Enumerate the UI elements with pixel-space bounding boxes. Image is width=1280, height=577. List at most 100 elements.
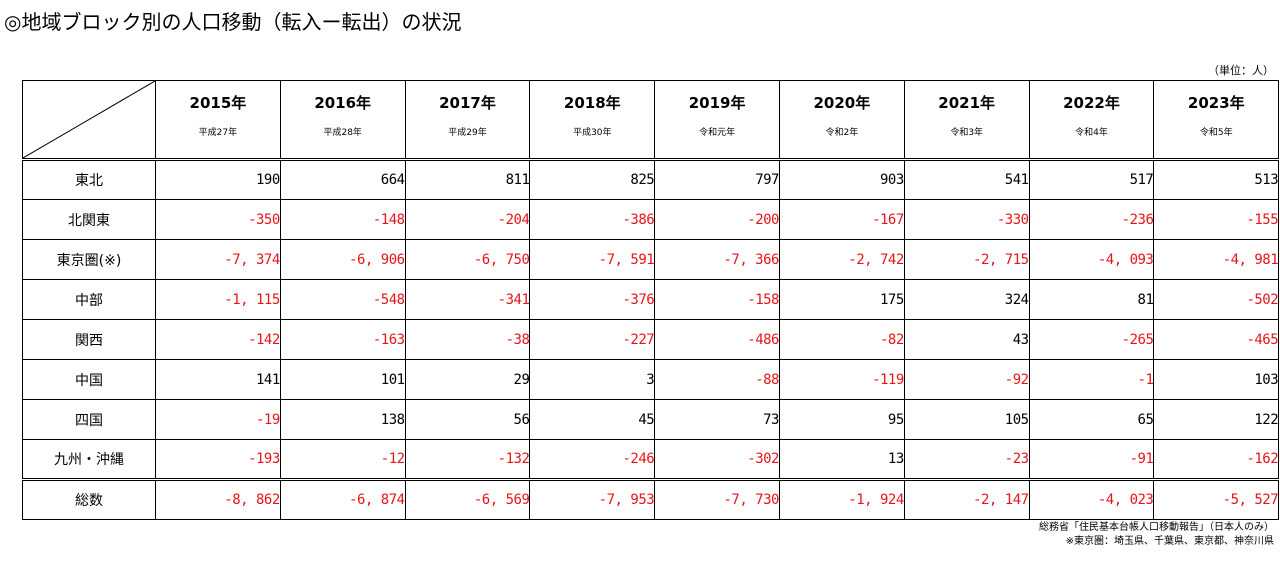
value-cell: -4, 023 — [1028, 478, 1155, 520]
value-cell: 3 — [529, 359, 656, 400]
era-label: 令和5年 — [1199, 128, 1233, 138]
value-cell: 122 — [1153, 399, 1280, 440]
corner-cell — [22, 80, 156, 161]
value-cell: 29 — [404, 359, 531, 400]
era-label: 平成27年 — [198, 128, 238, 138]
value-cell: 105 — [903, 399, 1030, 440]
value-cell: -330 — [903, 199, 1030, 240]
value-cell: -502 — [1153, 279, 1280, 320]
value-cell: -1 — [1028, 359, 1155, 400]
value-cell: -19 — [155, 399, 281, 440]
value-cell: 13 — [778, 439, 905, 480]
year-header: 2023年令和5年 — [1153, 80, 1280, 161]
value-cell: -200 — [654, 199, 780, 240]
era-label: 令和3年 — [950, 128, 984, 138]
table-row: 関西 -142 -163 -38 -227 -486 -82 43 -265 -465 — [22, 319, 1280, 360]
value-cell: -6, 906 — [279, 239, 406, 280]
value-cell: -236 — [1028, 199, 1155, 240]
era-label: 平成29年 — [448, 128, 487, 138]
region-label: 中国 — [22, 359, 156, 400]
value-cell: -204 — [404, 199, 531, 240]
value-cell: -376 — [529, 279, 656, 320]
value-cell: -5, 527 — [1153, 478, 1280, 520]
year-label: 2023年 — [1187, 94, 1245, 112]
value-cell: -167 — [778, 199, 905, 240]
era-label: 令和4年 — [1075, 128, 1108, 138]
region-label: 北関東 — [22, 199, 156, 240]
value-cell: 103 — [1153, 359, 1280, 400]
year-header: 2020年 令和2年 — [778, 80, 905, 161]
value-cell: -246 — [529, 439, 656, 480]
value-cell: -7, 374 — [155, 239, 281, 280]
region-label: 関西 — [22, 319, 156, 360]
value-cell: -6, 750 — [404, 239, 531, 280]
value-cell: -6, 569 — [404, 478, 531, 520]
value-cell: -23 — [903, 439, 1030, 480]
diagonal-line — [24, 81, 155, 157]
year-label: 2019年 — [688, 94, 746, 112]
table-row: 四国 -19 138 56 45 73 95 105 65 122 — [22, 399, 1280, 440]
table-row: 九州・沖縄 -193 -12 -132 -246 -302 13 -23 -91 -162 — [22, 439, 1280, 480]
table-row: 北関東 -350 -148 -204 -386 -200 -167 -330 -236 -155 — [22, 199, 1280, 240]
value-cell: -148 — [279, 199, 406, 240]
year-header: 2018年 平成30年 — [529, 80, 656, 161]
value-cell: 190 — [155, 159, 281, 200]
total-label: 総数 — [22, 478, 156, 520]
value-cell: 73 — [654, 399, 780, 440]
value-cell: 43 — [903, 319, 1030, 360]
value-cell: -12 — [279, 439, 406, 480]
value-cell: -486 — [654, 319, 780, 360]
value-cell: -386 — [529, 199, 656, 240]
year-header: 2019年 令和元年 — [654, 80, 780, 161]
value-cell: -1, 115 — [155, 279, 281, 320]
value-cell: 517 — [1028, 159, 1155, 200]
value-cell: -1, 924 — [778, 478, 905, 520]
table-row: 東北 190 664 811 825 797 903 541 517 513 — [22, 159, 1280, 200]
area-note: ※東京圏：埼玉県、千葉県、東京都、神奈川県 — [1065, 536, 1274, 547]
table-row: 中部 -1, 115 -548 -341 -376 -158 175 324 81 -502 — [22, 279, 1280, 320]
value-cell: -2, 147 — [903, 478, 1030, 520]
value-cell: -4, 981 — [1153, 239, 1280, 280]
value-cell: 825 — [529, 159, 656, 200]
value-cell: 664 — [279, 159, 406, 200]
value-cell: -341 — [404, 279, 531, 320]
value-cell: -7, 953 — [529, 478, 656, 520]
header-row: 2015年 平成27年 2016年 平成28年 2017年 平成29年 2018年 平成… — [22, 80, 1280, 161]
region-label: 東北 — [22, 159, 156, 200]
value-cell: 811 — [404, 159, 531, 200]
value-cell: -132 — [404, 439, 531, 480]
year-header: 2021年令和3年 — [903, 80, 1030, 161]
value-cell: -4, 093 — [1028, 239, 1155, 280]
value-cell: 541 — [903, 159, 1030, 200]
year-header: 2022年 令和4年 — [1028, 80, 1155, 161]
value-cell: -6, 874 — [279, 478, 406, 520]
year-label: 2017年 — [439, 94, 496, 112]
value-cell: -155 — [1153, 199, 1280, 240]
value-cell: -7, 591 — [529, 239, 656, 280]
value-cell: -82 — [778, 319, 905, 360]
value-cell: 95 — [778, 399, 905, 440]
value-cell: 65 — [1028, 399, 1155, 440]
value-cell: -350 — [155, 199, 281, 240]
value-cell: -142 — [155, 319, 281, 360]
value-cell: -158 — [654, 279, 780, 320]
source-note: 総務省「住民基本台帳人口移動報告」（日本人のみ） — [1039, 522, 1274, 533]
era-label: 平成28年 — [323, 128, 362, 138]
value-cell: -7, 366 — [654, 239, 780, 280]
migration-table: 2015年 平成27年 2016年 平成28年 2017年 平成29年 2018年 平成… — [22, 80, 1280, 520]
value-cell: -227 — [529, 319, 656, 360]
year-header: 2016年 平成28年 — [279, 80, 406, 161]
value-cell: 324 — [903, 279, 1030, 320]
year-label: 2015年 — [189, 94, 247, 112]
value-cell: -119 — [778, 359, 905, 400]
year-header: 2017年平成29年 — [404, 80, 531, 161]
value-cell: 101 — [279, 359, 406, 400]
value-cell: 45 — [529, 399, 656, 440]
value-cell: 175 — [778, 279, 905, 320]
value-cell: 141 — [155, 359, 281, 400]
value-cell: -548 — [279, 279, 406, 320]
value-cell: -2, 715 — [903, 239, 1030, 280]
year-label: 2018年 — [563, 94, 621, 112]
year-label: 2021年 — [938, 94, 996, 112]
value-cell: 513 — [1153, 159, 1280, 200]
